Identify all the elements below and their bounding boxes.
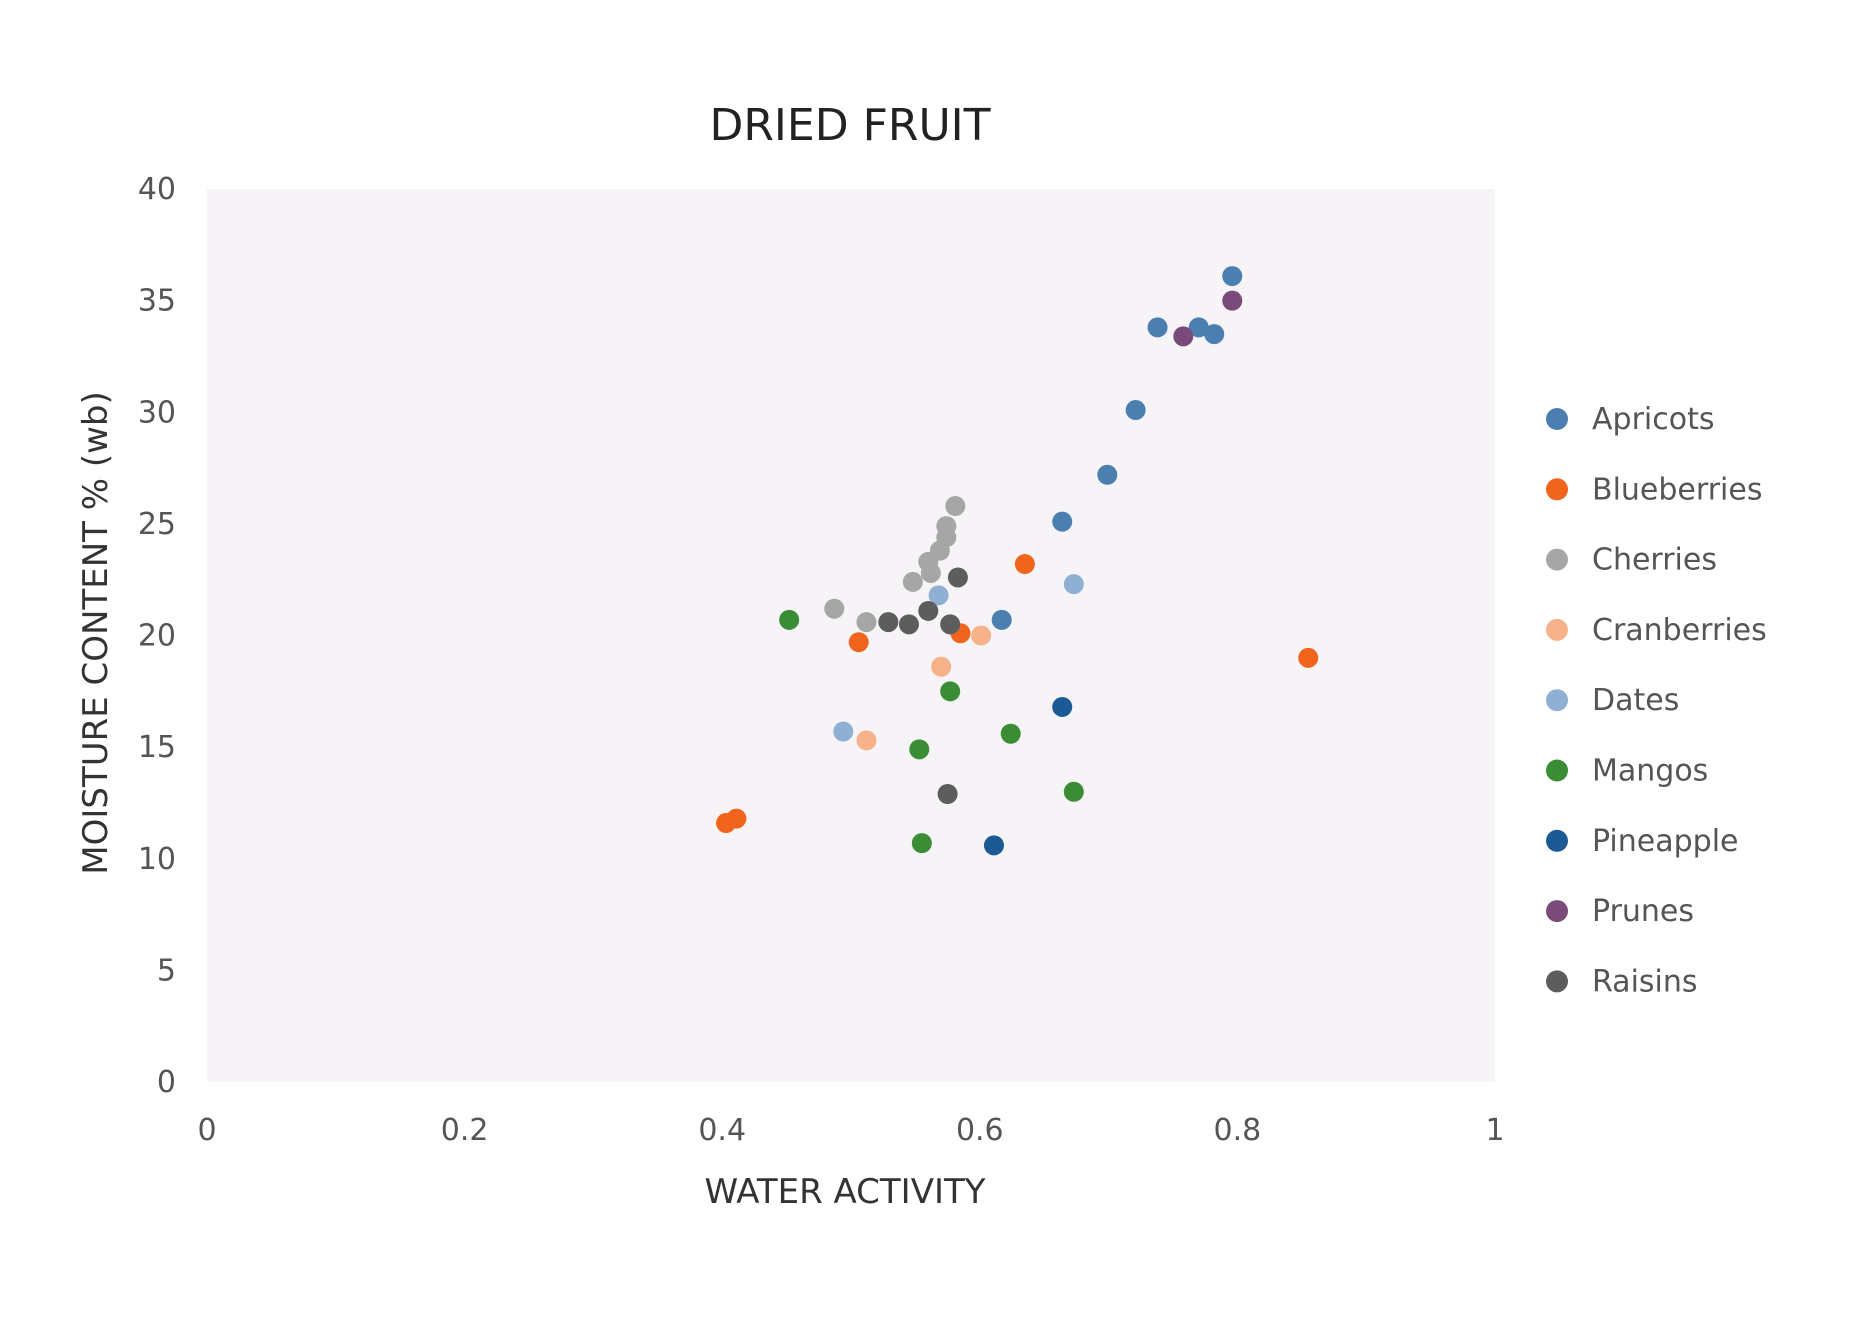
series-pineapple	[983, 696, 1073, 856]
data-point	[1222, 266, 1243, 287]
data-point	[947, 567, 968, 588]
data-point	[945, 496, 966, 517]
series-cranberries	[856, 625, 992, 751]
data-point	[726, 808, 747, 829]
x-tick-label: 0	[197, 1113, 216, 1148]
data-point	[1125, 400, 1146, 421]
data-point	[856, 612, 877, 633]
data-point	[971, 625, 992, 646]
data-point	[911, 833, 932, 854]
data-point	[909, 739, 930, 760]
legend-label: Blueberries	[1592, 472, 1762, 507]
data-point	[1052, 696, 1073, 717]
data-point	[824, 598, 845, 619]
legend-item-mangos: Mangos	[1546, 754, 1708, 789]
x-tick-label: 0.6	[956, 1113, 1004, 1148]
data-point	[937, 784, 958, 805]
x-axis-ticks: 0 0.2 0.4 0.6 0.8 1	[197, 1113, 1504, 1148]
y-axis-title: MOISTURE CONTENT % (wb)	[76, 391, 116, 875]
legend-item-apricots: Apricots	[1546, 402, 1714, 437]
data-point	[779, 609, 800, 630]
data-point	[856, 730, 877, 751]
y-tick-label: 20	[138, 619, 176, 654]
data-point	[1014, 554, 1035, 575]
y-tick-label: 0	[157, 1065, 176, 1100]
data-points	[716, 266, 1319, 856]
legend-label: Prunes	[1592, 894, 1694, 929]
data-point	[1222, 290, 1243, 311]
legend-label: Cherries	[1592, 543, 1717, 578]
chart-title: DRIED FRUIT	[709, 100, 990, 151]
legend: Apricots Blueberries Cherries Cranberries Da…	[1546, 402, 1767, 999]
data-point	[878, 612, 899, 633]
x-tick-label: 0.4	[698, 1113, 746, 1148]
data-point	[918, 600, 939, 621]
x-axis-title: WATER ACTIVITY	[704, 1172, 985, 1212]
legend-label: Dates	[1592, 683, 1679, 718]
legend-item-dates: Dates	[1546, 683, 1679, 718]
x-tick-label: 0.8	[1214, 1113, 1262, 1148]
legend-item-raisins: Raisins	[1546, 964, 1698, 999]
legend-marker	[1546, 900, 1568, 923]
legend-marker	[1546, 829, 1568, 852]
legend-item-cranberries: Cranberries	[1546, 613, 1767, 648]
data-point	[920, 562, 941, 583]
data-point	[991, 609, 1012, 630]
data-point	[1063, 574, 1084, 595]
legend-item-blueberries: Blueberries	[1546, 472, 1762, 507]
legend-item-pineapple: Pineapple	[1546, 824, 1739, 859]
y-tick-label: 40	[138, 172, 176, 207]
data-point	[1097, 464, 1118, 485]
data-point	[1063, 781, 1084, 802]
data-point	[931, 656, 952, 677]
legend-label: Mangos	[1592, 754, 1708, 789]
legend-item-prunes: Prunes	[1546, 894, 1694, 929]
data-point	[898, 614, 919, 635]
y-tick-label: 25	[138, 507, 176, 542]
series-cherries	[824, 496, 966, 633]
series-dates	[833, 574, 1084, 742]
legend-label: Apricots	[1592, 402, 1714, 437]
series-raisins	[878, 567, 968, 805]
data-point	[1188, 317, 1209, 338]
legend-item-cherries: Cherries	[1546, 543, 1717, 578]
data-point	[833, 721, 854, 742]
y-tick-label: 15	[138, 730, 176, 765]
x-tick-label: 0.2	[441, 1113, 489, 1148]
data-point	[1000, 723, 1021, 744]
data-point	[1173, 326, 1194, 347]
data-point	[940, 681, 961, 702]
plot-area	[207, 189, 1495, 1082]
y-tick-label: 30	[138, 395, 176, 430]
legend-marker	[1546, 408, 1568, 430]
data-point	[1052, 511, 1073, 532]
y-tick-label: 35	[138, 284, 176, 319]
data-point	[902, 571, 923, 592]
data-point	[983, 835, 1004, 856]
data-point	[928, 585, 949, 606]
series-apricots	[991, 266, 1243, 630]
legend-label: Cranberries	[1592, 613, 1767, 648]
legend-marker	[1546, 759, 1568, 782]
series-mangos	[779, 609, 1084, 854]
y-tick-label: 5	[157, 953, 176, 988]
series-prunes	[1173, 290, 1243, 347]
data-point	[1147, 317, 1168, 338]
legend-label: Raisins	[1592, 964, 1698, 999]
y-axis-ticks: 0 5 10 15 20 25 30 35 40	[138, 172, 176, 1100]
y-tick-label: 10	[138, 842, 176, 877]
legend-marker	[1546, 970, 1568, 993]
legend-marker	[1546, 618, 1568, 641]
data-point	[848, 632, 869, 653]
data-point	[1298, 647, 1319, 668]
series-blueberries	[716, 554, 1319, 834]
data-point	[1204, 324, 1225, 345]
legend-marker	[1546, 478, 1568, 501]
data-point	[940, 614, 961, 635]
legend-marker	[1546, 548, 1568, 571]
legend-marker	[1546, 689, 1568, 712]
x-tick-label: 1	[1485, 1113, 1504, 1148]
legend-label: Pineapple	[1592, 824, 1739, 859]
